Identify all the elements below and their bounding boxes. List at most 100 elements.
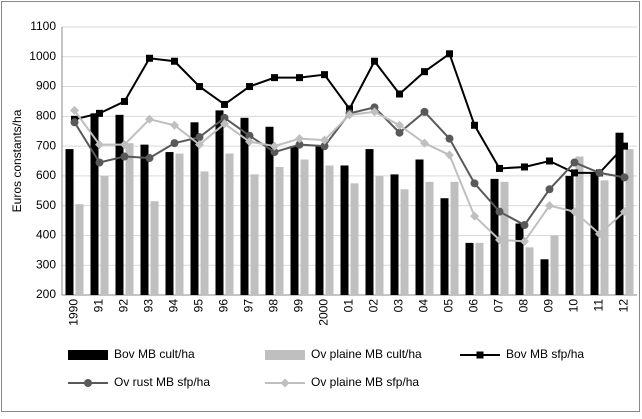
point (395, 120, 404, 130)
bar (65, 149, 74, 295)
point (520, 221, 529, 230)
y-tick-label: 600 (36, 168, 56, 182)
point (220, 113, 229, 122)
point (396, 90, 403, 98)
bar (515, 223, 524, 295)
bar (300, 159, 309, 295)
point (145, 114, 154, 124)
legend-marker (476, 351, 484, 359)
bar (475, 242, 484, 295)
point (195, 133, 204, 142)
point (170, 139, 179, 148)
x-tick-label: 2000 (317, 299, 331, 326)
bar (225, 153, 234, 295)
point (595, 229, 604, 239)
y-tick-label: 400 (36, 228, 56, 242)
point (496, 164, 503, 172)
x-tick-label: 12 (617, 299, 631, 313)
point (70, 118, 79, 127)
point (495, 207, 504, 216)
point (295, 134, 304, 144)
x-tick-label: 99 (292, 299, 306, 313)
x-tick-label: 96 (217, 299, 231, 313)
point (470, 179, 479, 188)
point (121, 97, 128, 105)
y-tick-label: 900 (36, 79, 56, 93)
point (196, 83, 203, 91)
point (220, 119, 229, 129)
legend-marker (84, 379, 92, 387)
point (545, 185, 554, 194)
x-tick-label: 11 (592, 299, 606, 312)
bar (275, 166, 284, 295)
bar (590, 172, 599, 295)
point (295, 140, 304, 149)
bar (575, 156, 584, 295)
y-axis-label: Euros constants/ha (10, 109, 24, 212)
point (195, 140, 204, 150)
y-tick-label: 200 (36, 287, 56, 301)
bar (125, 143, 134, 295)
point (546, 157, 553, 165)
legend-label: Ov plaine MB cult/ha (311, 347, 422, 361)
bar (625, 149, 634, 295)
point (446, 50, 453, 58)
point (520, 236, 529, 246)
point (345, 110, 354, 120)
x-tick-label: 10 (567, 299, 581, 313)
bar (250, 174, 259, 295)
point (371, 57, 378, 65)
bar (450, 181, 459, 295)
bar (540, 259, 549, 295)
point (95, 158, 104, 167)
legend-label: Bov MB sfp/ha (506, 347, 584, 361)
x-tick-label: 92 (117, 299, 131, 313)
point (296, 74, 303, 82)
x-tick-label: 1990 (67, 299, 81, 326)
bar (325, 165, 334, 295)
point (571, 169, 578, 177)
point (120, 140, 129, 150)
bar (240, 117, 249, 295)
bar (165, 152, 174, 295)
x-tick-label: 91 (92, 299, 106, 313)
point (145, 154, 154, 163)
x-tick-label: 01 (342, 299, 356, 313)
x-tick-label: 94 (167, 299, 181, 313)
bar (400, 189, 409, 295)
point (270, 148, 279, 157)
bar (500, 181, 509, 295)
bar (190, 122, 199, 296)
point (521, 163, 528, 171)
point (96, 109, 103, 117)
y-tick-label: 500 (36, 198, 56, 212)
point (445, 134, 454, 143)
bar (115, 114, 124, 295)
bar (375, 175, 384, 295)
point (395, 128, 404, 137)
bar (465, 242, 474, 295)
point (570, 207, 579, 217)
bar (365, 149, 374, 295)
y-tick-label: 800 (36, 109, 56, 123)
x-tick-label: 97 (242, 299, 256, 313)
point (570, 158, 579, 167)
point (346, 105, 353, 113)
legend-swatch (265, 350, 305, 360)
point (445, 150, 454, 160)
legend-swatch (68, 350, 108, 360)
bar (440, 198, 449, 295)
bar (100, 175, 109, 295)
x-tick-label: 09 (542, 299, 556, 313)
point (70, 105, 79, 115)
legend-marker (280, 378, 290, 388)
legend-label: Ov rust MB sfp/ha (114, 375, 210, 389)
bar (565, 175, 574, 295)
point (320, 135, 329, 145)
x-tick-label: 03 (392, 299, 406, 313)
x-tick-label: 05 (442, 299, 456, 313)
x-tick-label: 02 (367, 299, 381, 313)
legend-label: Bov MB cult/ha (114, 347, 195, 361)
bar (390, 174, 399, 295)
